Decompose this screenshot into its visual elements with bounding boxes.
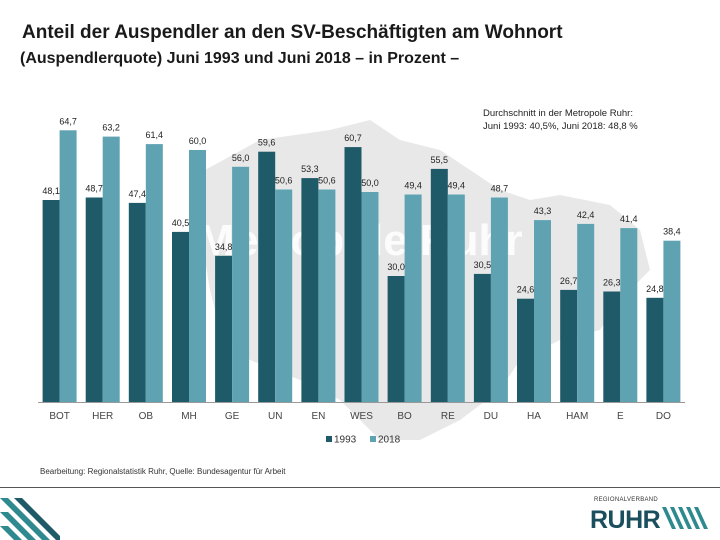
- data-label-1993-RE: 55,5: [431, 155, 449, 165]
- legend-swatch-1993: [326, 436, 332, 442]
- data-label-2018-HA: 43,3: [534, 206, 552, 216]
- bar-2018-RE: [447, 194, 465, 402]
- bar-1993-UN: [258, 151, 276, 402]
- bar-2018-BOT: [59, 130, 77, 403]
- bar-2018-GE: [232, 166, 250, 402]
- source-note: Bearbeitung: Regionalstatistik Ruhr, Que…: [40, 467, 286, 476]
- data-label-2018-OB: 61,4: [146, 130, 164, 140]
- bar-2018-BO: [404, 194, 422, 402]
- x-tick-label-UN: UN: [268, 411, 282, 422]
- data-label-2018-UN: 50,6: [275, 176, 293, 186]
- bar-1993-HER: [85, 197, 103, 402]
- data-label-1993-BOT: 48,1: [42, 186, 60, 196]
- data-label-2018-E: 41,4: [620, 214, 638, 224]
- regionalverband-ruhr-logo: REGIONALVERBAND RUHR: [590, 497, 712, 535]
- data-label-2018-GE: 56,0: [232, 153, 250, 163]
- data-label-1993-BO: 30,0: [387, 262, 405, 272]
- data-label-2018-HER: 63,2: [102, 123, 120, 133]
- chart-subtitle: (Auspendlerquote) Juni 1993 und Juni 201…: [20, 50, 460, 67]
- bar-2018-DU: [490, 197, 508, 402]
- chart-title: Anteil der Auspendler an den SV-Beschäft…: [22, 22, 563, 43]
- x-tick-label-HA: HA: [527, 411, 541, 422]
- bar-1993-GE: [215, 255, 233, 402]
- x-tick-label-DU: DU: [484, 411, 498, 422]
- data-label-2018-WES: 50,0: [361, 178, 379, 188]
- bar-1993-RE: [430, 168, 448, 402]
- x-tick-label-MH: MH: [181, 411, 197, 422]
- bar-1993-BO: [387, 276, 405, 402]
- x-tick-label-EN: EN: [311, 411, 325, 422]
- bar-1993-E: [603, 291, 621, 402]
- bar-1993-OB: [128, 202, 146, 402]
- corner-stripes-graphic: [0, 498, 60, 540]
- bar-1993-DU: [473, 273, 491, 402]
- bar-2018-HAM: [577, 223, 595, 402]
- bar-1993-HA: [517, 298, 534, 402]
- x-tick-label-GE: GE: [225, 411, 240, 422]
- bar-2018-DO: [663, 240, 681, 402]
- bar-2018-EN: [318, 189, 336, 402]
- bar-2018-OB: [145, 144, 163, 402]
- x-tick-label-BO: BO: [397, 411, 412, 422]
- bar-2018-E: [620, 228, 638, 402]
- x-tick-label-BOT: BOT: [49, 411, 70, 422]
- bar-1993-EN: [301, 178, 319, 402]
- data-label-2018-MH: 60,0: [189, 136, 207, 146]
- x-tick-label-HAM: HAM: [566, 411, 588, 422]
- data-label-2018-BO: 49,4: [404, 181, 422, 191]
- data-label-1993-UN: 59,6: [258, 138, 276, 148]
- data-label-1993-EN: 53,3: [301, 164, 319, 174]
- data-label-1993-DO: 24,8: [646, 284, 664, 294]
- data-label-1993-E: 26,3: [603, 278, 621, 288]
- data-label-1993-OB: 47,4: [129, 189, 147, 199]
- bar-chart: Metropole Ruhr 48,164,748,763,247,461,44…: [38, 108, 685, 446]
- bar-1993-MH: [172, 231, 189, 402]
- data-label-2018-HAM: 42,4: [577, 210, 595, 220]
- data-label-1993-WES: 60,7: [344, 133, 362, 143]
- data-label-1993-HA: 24,6: [517, 285, 535, 295]
- data-label-1993-HER: 48,7: [85, 184, 103, 194]
- bar-1993-BOT: [42, 200, 60, 402]
- annotation-line-2: Juni 1993: 40,5%, Juni 2018: 48,8 %: [483, 121, 638, 132]
- legend-label-2018: 2018: [378, 435, 401, 446]
- legend-label-1993: 1993: [334, 435, 357, 446]
- x-tick-label-WES: WES: [350, 411, 373, 422]
- bar-2018-HER: [102, 136, 120, 402]
- bar-2018-UN: [275, 189, 293, 402]
- footer-divider: [0, 487, 720, 488]
- bar-2018-HA: [534, 220, 551, 402]
- data-label-2018-BOT: 64,7: [59, 116, 77, 126]
- bar-2018-WES: [361, 192, 379, 402]
- x-tick-label-HER: HER: [92, 411, 113, 422]
- data-label-1993-MH: 40,5: [172, 218, 190, 228]
- data-label-2018-EN: 50,6: [318, 176, 336, 186]
- legend-swatch-2018: [370, 436, 376, 442]
- logo-wordmark: RUHR: [590, 506, 661, 534]
- data-label-1993-GE: 34,8: [215, 242, 233, 252]
- data-label-2018-RE: 49,4: [448, 181, 466, 191]
- bar-1993-HAM: [560, 289, 578, 402]
- x-tick-label-E: E: [617, 411, 624, 422]
- bar-2018-MH: [189, 150, 206, 402]
- data-label-2018-DO: 38,4: [663, 227, 681, 237]
- x-tick-label-OB: OB: [139, 411, 154, 422]
- x-tick-label-DO: DO: [656, 411, 671, 422]
- logo-subtext: REGIONALVERBAND: [594, 497, 659, 503]
- data-label-1993-HAM: 26,7: [560, 276, 578, 286]
- bar-1993-DO: [646, 297, 664, 402]
- bar-1993-WES: [344, 147, 362, 402]
- logo-stripes-icon: [662, 507, 708, 529]
- annotation-line-1: Durchschnitt in der Metropole Ruhr:: [483, 108, 633, 119]
- x-tick-label-RE: RE: [441, 411, 455, 422]
- data-label-1993-DU: 30,5: [474, 260, 492, 270]
- data-label-2018-DU: 48,7: [491, 184, 509, 194]
